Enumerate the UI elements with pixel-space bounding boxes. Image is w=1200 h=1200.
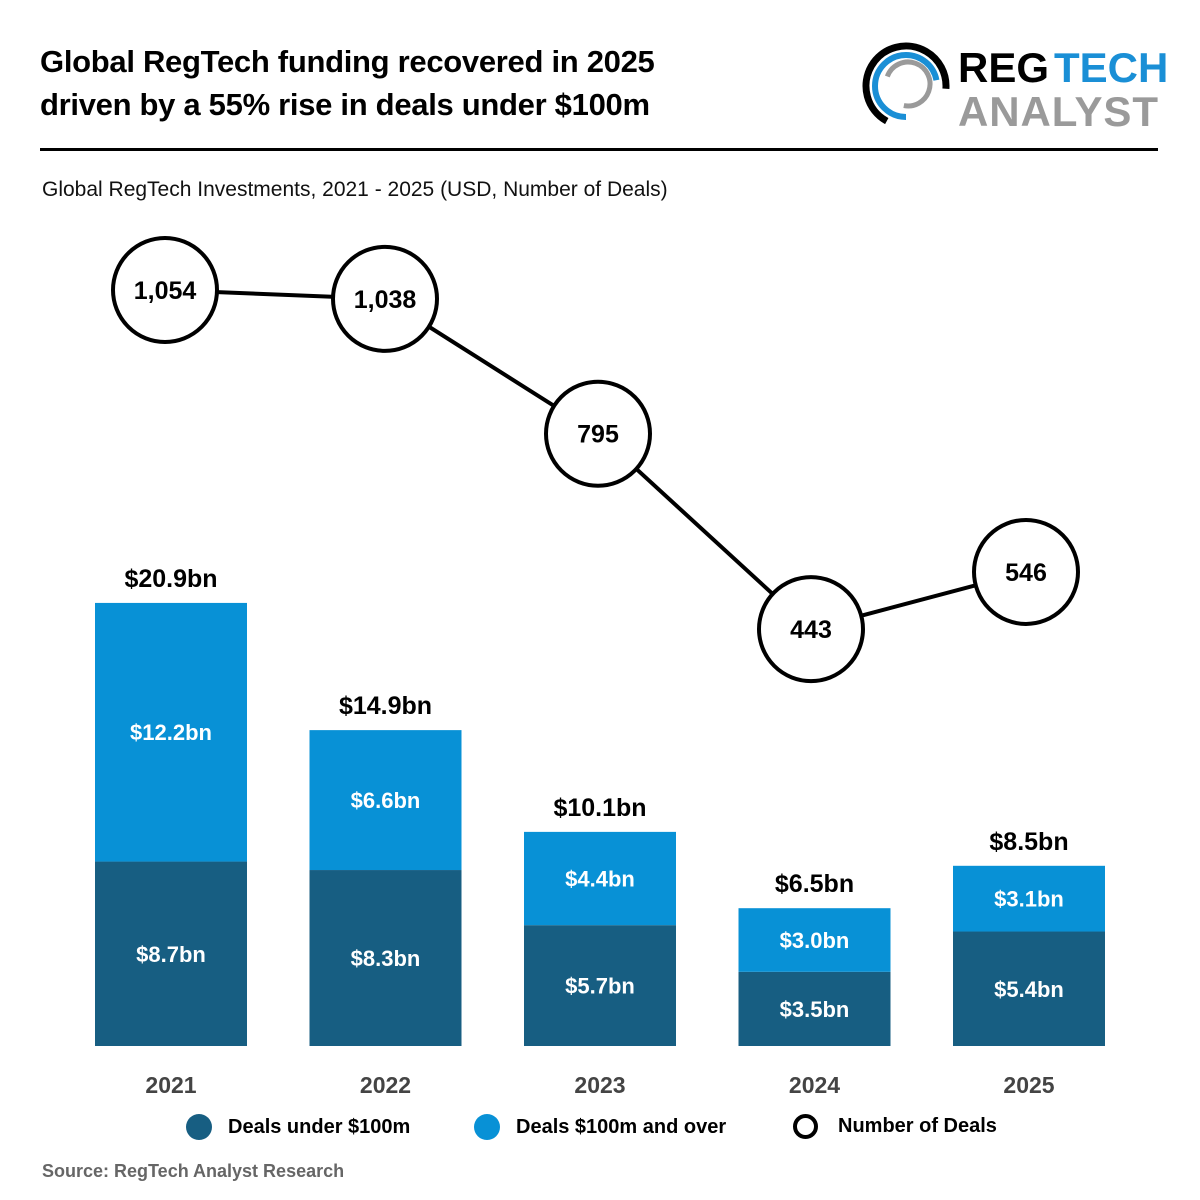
legend-label-deals: Number of Deals <box>838 1115 997 1137</box>
bar-total-label-2021: $20.9bn <box>124 565 217 593</box>
regtech-analyst-logo: REG TECH ANALYST <box>862 42 1168 135</box>
legend-label-under: Deals under $100m <box>228 1115 411 1138</box>
bar-label-over-2025: $3.1bn <box>994 887 1064 912</box>
bar-segment-over-2024 <box>738 908 891 972</box>
bar-label-under-2025: $5.4bn <box>994 977 1064 1002</box>
legend-item-under: Deals under $100m <box>186 1114 410 1140</box>
deals-label-2021: 1,054 <box>134 277 197 305</box>
x-tick-label-2025: 2025 <box>1003 1072 1054 1098</box>
title-line-2: driven by a 55% rise in deals under $100… <box>40 87 650 122</box>
deals-marker-2021 <box>111 236 219 344</box>
deals-marker-2025 <box>972 517 1080 626</box>
legend-swatch-over <box>474 1114 500 1140</box>
bar-total-label-2023: $10.1bn <box>553 794 646 822</box>
bar-segment-under-2024 <box>738 971 891 1046</box>
x-tick-label-2023: 2023 <box>574 1072 625 1098</box>
bar-label-over-2023: $4.4bn <box>565 867 635 892</box>
chart-title: Global RegTech funding recovered in 2025… <box>40 40 840 126</box>
deals-label-2024: 443 <box>790 616 832 644</box>
bar-total-label-2025: $8.5bn <box>989 828 1068 856</box>
title-line-1: Global RegTech funding recovered in 2025 <box>40 44 655 79</box>
deals-label-2022: 1,038 <box>354 286 417 314</box>
bar-total-label-2022: $14.9bn <box>339 692 432 720</box>
deals-marker-2024 <box>757 575 865 684</box>
bar-label-over-2021: $12.2bn <box>130 720 212 745</box>
logo-tech: TECH <box>1054 44 1168 91</box>
bar-segment-under-2025 <box>953 931 1105 1046</box>
logo-reg: REG <box>958 44 1049 91</box>
legend-item-over: Deals $100m and over <box>474 1114 726 1140</box>
legend-swatch-under <box>186 1114 212 1140</box>
x-tick-label-2022: 2022 <box>360 1072 411 1098</box>
title-divider <box>40 148 1158 151</box>
legend-item-deals: Number of Deals <box>793 1114 997 1139</box>
bar-label-over-2024: $3.0bn <box>780 928 850 953</box>
chart-subtitle: Global RegTech Investments, 2021 - 2025 … <box>42 178 668 201</box>
bar-total-label-2024: $6.5bn <box>775 870 854 898</box>
x-tick-label-2024: 2024 <box>789 1072 840 1098</box>
x-tick-label-2021: 2021 <box>145 1072 196 1098</box>
bar-segment-under-2022 <box>309 870 462 1046</box>
legend-swatch-deals <box>793 1114 818 1139</box>
bar-segment-over-2023 <box>524 831 676 926</box>
bar-segment-over-2021 <box>95 602 247 862</box>
source-note: Source: RegTech Analyst Research <box>42 1161 345 1181</box>
deals-label-2023: 795 <box>577 421 619 449</box>
bar-segment-over-2025 <box>953 865 1105 932</box>
bar-segment-over-2022 <box>309 730 462 871</box>
bar-label-under-2024: $3.5bn <box>780 997 850 1022</box>
bar-segment-under-2023 <box>524 925 676 1046</box>
deals-marker-2022 <box>331 244 439 353</box>
deals-label-2025: 546 <box>1005 559 1047 587</box>
bar-label-under-2021: $8.7bn <box>136 942 206 967</box>
bar-label-under-2022: $8.3bn <box>351 946 421 971</box>
bar-label-under-2023: $5.7bn <box>565 974 635 999</box>
bar-segment-under-2021 <box>95 861 247 1046</box>
deals-marker-2023 <box>544 379 652 488</box>
legend-label-over: Deals $100m and over <box>516 1115 727 1138</box>
logo-analyst: ANALYST <box>958 88 1158 135</box>
bar-label-over-2022: $6.6bn <box>351 788 421 813</box>
